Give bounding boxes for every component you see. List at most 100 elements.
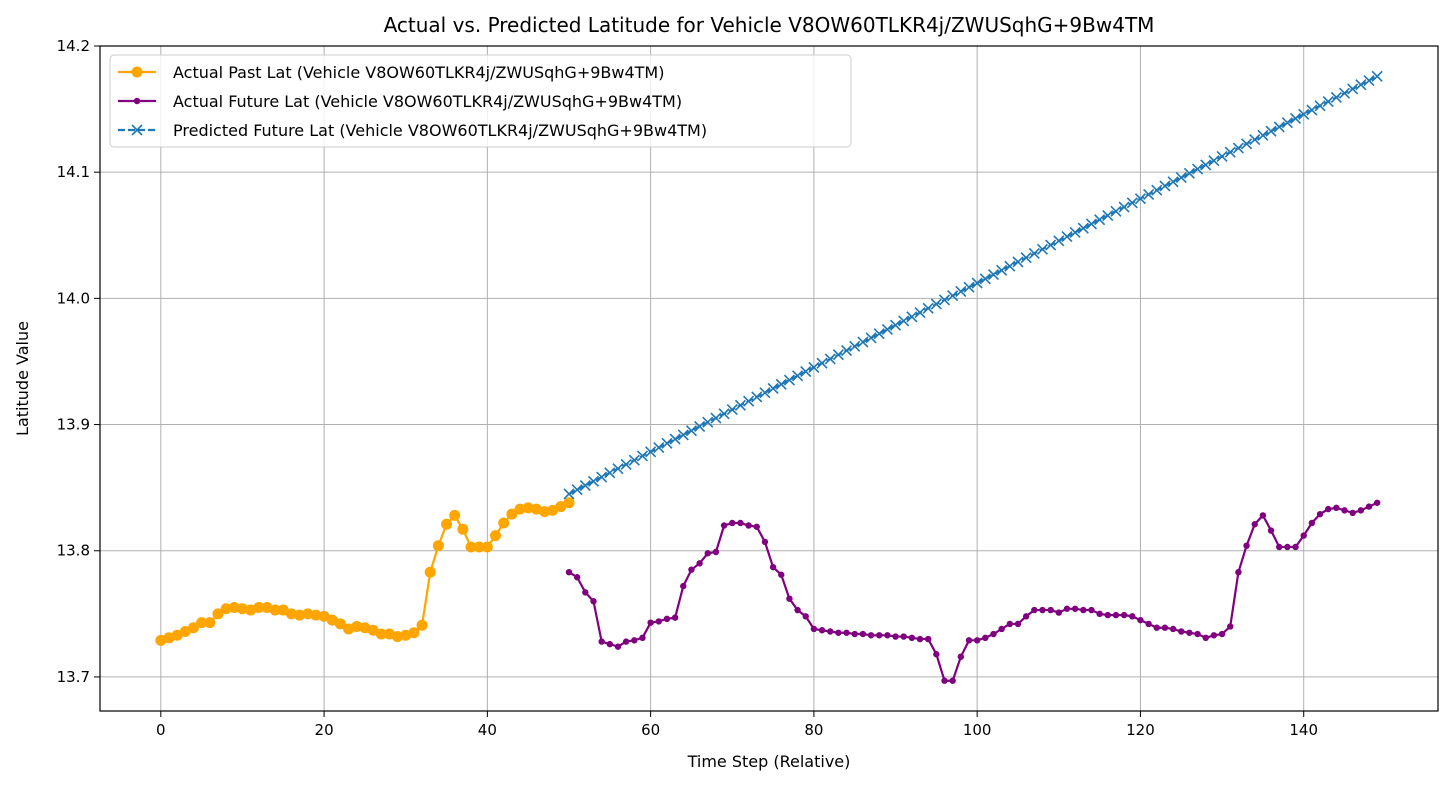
actual-future-point (1316, 510, 1324, 518)
legend-label-predicted-future: Predicted Future Lat (Vehicle V8OW60TLKR… (173, 121, 707, 140)
axis-ticks: 0 20 40 60 80 100 120 140 13.7 13.8 13.9 14.0 14.1 14… (57, 37, 1318, 739)
x-tick-label: 60 (641, 721, 660, 739)
actual-future-point (598, 638, 605, 645)
actual-past-point (179, 626, 191, 638)
actual-future-point (761, 538, 769, 546)
actual-future-point (786, 595, 793, 602)
predicted-future-point (1077, 222, 1089, 234)
predicted-future-point (1192, 163, 1204, 175)
actual-past-point (228, 602, 240, 614)
legend-box (109, 54, 852, 148)
predicted-future-point (889, 319, 902, 331)
predicted-future-point (1134, 193, 1147, 205)
actual-future-point (818, 627, 826, 634)
predicted-future-point (930, 298, 942, 310)
actual-past-point (563, 497, 575, 509)
actual-future-point (1210, 632, 1218, 639)
predicted-future-point (628, 454, 640, 466)
predicted-future-point (612, 463, 624, 475)
predicted-future-point (751, 391, 763, 403)
actual-future-point (1186, 629, 1193, 636)
actual-future-point (1006, 620, 1014, 628)
predicted-future-point (1232, 142, 1244, 154)
legend-item-predicted-future: Predicted Future Lat (Vehicle V8OW60TLKR… (118, 121, 707, 140)
actual-future-point (704, 550, 711, 557)
legend-label-actual-future: Actual Future Lat (Vehicle V8OW60TLKR4j/… (173, 92, 682, 111)
series-actual-future (565, 499, 1381, 684)
actual-future-point (1333, 504, 1340, 512)
actual-future-point (957, 653, 965, 660)
actual-future-point (1227, 623, 1234, 630)
actual-future-point (1178, 628, 1185, 635)
predicted-future-point (1036, 243, 1049, 255)
actual-future-point (737, 519, 744, 527)
predicted-future-point (824, 353, 836, 365)
actual-past-point (506, 508, 518, 520)
predicted-future-point (979, 273, 991, 285)
predicted-future-point (636, 450, 649, 462)
actual-future-point (582, 589, 589, 596)
predicted-future-point (1289, 112, 1302, 125)
actual-future-point (565, 568, 573, 576)
actual-past-point (465, 541, 477, 553)
predicted-future-point (1200, 159, 1212, 171)
x-tick-label: 100 (963, 721, 992, 739)
predicted-future-point (1020, 252, 1032, 264)
actual-future-point (1071, 605, 1079, 612)
actual-future-point (1365, 503, 1373, 510)
actual-future-point (729, 519, 736, 527)
actual-past-point (555, 501, 567, 513)
x-tick-label: 80 (804, 721, 823, 739)
predicted-future-point (808, 361, 820, 373)
actual-past-point (204, 617, 216, 629)
actual-past-point (539, 506, 551, 518)
legend: Actual Past Lat (Vehicle V8OW60TLKR4j/ZW… (109, 54, 852, 148)
legend-item-actual-past: Actual Past Lat (Vehicle V8OW60TLKR4j/ZW… (118, 63, 664, 82)
predicted-future-point (881, 323, 893, 335)
actual-future-point (1055, 609, 1063, 616)
actual-future-point (827, 628, 834, 635)
actual-future-point (769, 563, 777, 571)
actual-future-point (1218, 630, 1226, 638)
actual-future-point (647, 619, 654, 626)
predicted-future-point (800, 366, 812, 378)
predicted-future-point (1126, 197, 1138, 209)
predicted-future-point (873, 328, 885, 340)
actual-future-point (924, 635, 932, 643)
actual-past-point (498, 517, 510, 529)
predicted-future-point (1273, 121, 1285, 133)
predicted-future-point (1265, 125, 1277, 137)
actual-future-point (1039, 606, 1046, 614)
actual-future-point (1341, 507, 1348, 514)
actual-future-point (622, 638, 630, 645)
predicted-future-point (759, 387, 771, 399)
actual-future-point (1088, 606, 1095, 614)
actual-future-point (712, 548, 720, 556)
actual-future-point (753, 523, 760, 530)
predicted-future-point (653, 441, 665, 454)
predicted-future-point (1338, 87, 1351, 99)
actual-future-point (892, 633, 899, 640)
actual-future-point (1259, 512, 1267, 519)
predicted-future-point (1028, 247, 1040, 260)
predicted-future-point (1241, 138, 1253, 150)
predicted-future-point (677, 429, 689, 441)
actual-future-point (1014, 620, 1022, 628)
predicted-future-point (1322, 96, 1334, 108)
predicted-future-point (922, 302, 934, 314)
actual-future-point (614, 643, 622, 650)
actual-future-point (965, 637, 973, 644)
predicted-future-point (743, 395, 755, 407)
predicted-future-point (832, 349, 844, 361)
series-predicted-future (563, 70, 1383, 500)
actual-future-point (639, 634, 646, 642)
actual-past-point (432, 540, 444, 552)
actual-past-point (481, 541, 493, 553)
predicted-future-point (898, 315, 910, 327)
actual-future-line (568, 501, 1378, 682)
series-actual-past (155, 497, 575, 646)
actual-past-point (514, 503, 526, 515)
x-tick-label: 120 (1126, 721, 1155, 739)
predicted-future-point (1281, 117, 1293, 129)
predicted-future-point (718, 408, 730, 420)
